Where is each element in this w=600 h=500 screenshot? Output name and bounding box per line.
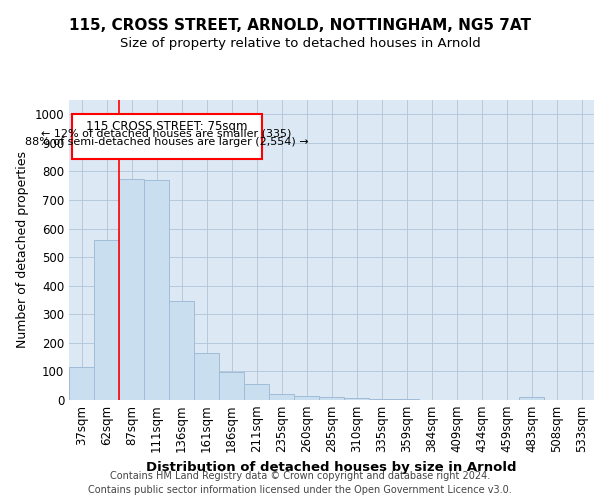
Bar bbox=[294, 396, 319, 400]
Bar bbox=[244, 384, 269, 400]
Bar bbox=[369, 398, 394, 400]
Bar bbox=[269, 394, 294, 400]
Bar bbox=[394, 399, 419, 400]
Text: ← 12% of detached houses are smaller (335): ← 12% of detached houses are smaller (33… bbox=[41, 128, 292, 138]
Text: Contains public sector information licensed under the Open Government Licence v3: Contains public sector information licen… bbox=[88, 485, 512, 495]
FancyBboxPatch shape bbox=[71, 114, 262, 158]
Bar bbox=[169, 302, 194, 400]
Bar bbox=[519, 397, 544, 400]
Text: Contains HM Land Registry data © Crown copyright and database right 2024.: Contains HM Land Registry data © Crown c… bbox=[110, 471, 490, 481]
Bar bbox=[319, 397, 344, 400]
Y-axis label: Number of detached properties: Number of detached properties bbox=[16, 152, 29, 348]
X-axis label: Distribution of detached houses by size in Arnold: Distribution of detached houses by size … bbox=[146, 461, 517, 474]
Text: 115 CROSS STREET: 75sqm: 115 CROSS STREET: 75sqm bbox=[86, 120, 247, 133]
Bar bbox=[344, 398, 369, 400]
Text: Size of property relative to detached houses in Arnold: Size of property relative to detached ho… bbox=[119, 38, 481, 51]
Text: 88% of semi-detached houses are larger (2,554) →: 88% of semi-detached houses are larger (… bbox=[25, 137, 308, 147]
Bar bbox=[119, 178, 144, 400]
Bar bbox=[194, 353, 219, 400]
Bar bbox=[94, 240, 119, 400]
Bar bbox=[219, 372, 244, 400]
Text: 115, CROSS STREET, ARNOLD, NOTTINGHAM, NG5 7AT: 115, CROSS STREET, ARNOLD, NOTTINGHAM, N… bbox=[69, 18, 531, 32]
Bar bbox=[69, 367, 94, 400]
Bar bbox=[144, 180, 169, 400]
